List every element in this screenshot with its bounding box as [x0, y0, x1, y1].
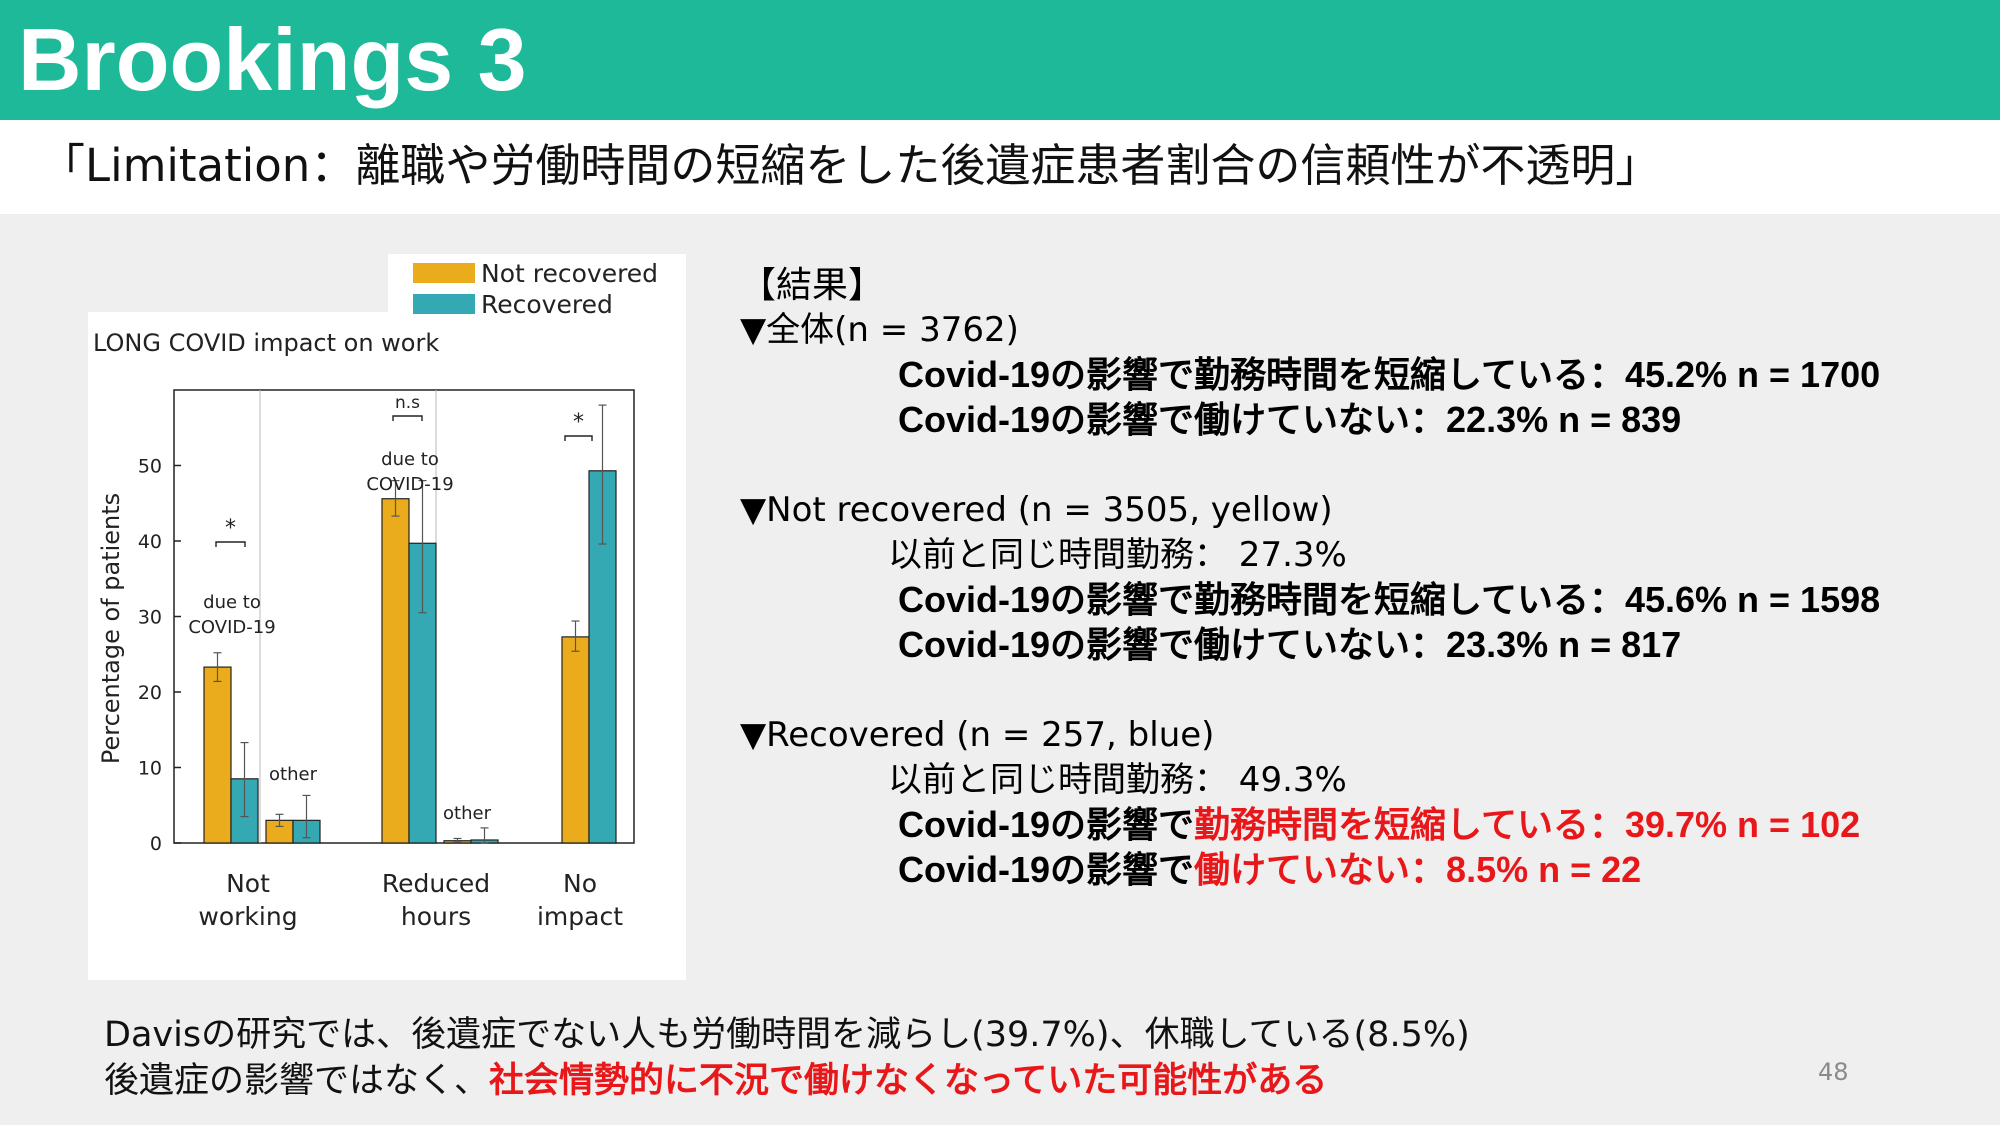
legend-swatch-not-recovered — [413, 263, 475, 283]
not-recovered-not-working: Covid-19の影響で働けていない：23.3% n = 817 — [898, 624, 1682, 665]
overall-not-working: Covid-19の影響で働けていない：22.3% n = 839 — [898, 399, 1682, 440]
recovered-not-working-highlight: 働けていない：8.5% n = 22 — [1194, 849, 1642, 890]
overall-label: ▼全体(n = 3762) — [740, 310, 1019, 350]
x-category-label: impact — [537, 902, 623, 931]
significance-label: * — [573, 410, 584, 435]
y-tick-label: 20 — [138, 682, 162, 704]
not-recovered-label: ▼Not recovered (n = 3505, yellow) — [740, 488, 1333, 532]
significance-label: * — [225, 516, 236, 541]
x-category-label: Not — [226, 869, 270, 898]
legend-label-recovered: Recovered — [481, 289, 613, 319]
results-heading: 【結果】 — [740, 265, 885, 306]
recovered-label: ▼Recovered (n = 257, blue) — [740, 713, 1214, 757]
recovered-reduced-prefix: Covid-19の影響で — [898, 804, 1195, 845]
chart-title: LONG COVID impact on work — [93, 329, 439, 357]
y-tick-label: 30 — [138, 607, 162, 629]
x-category-label: working — [198, 902, 297, 931]
bar — [203, 666, 232, 844]
content-panel: LONG COVID impact on work 0 10 20 30 40 50 Perc… — [0, 214, 2000, 1125]
recovered-label-main: ▼Recovered — [740, 715, 946, 755]
bar — [408, 542, 437, 844]
y-tick-label: 10 — [138, 758, 162, 780]
conclusion-line-2-highlight: 社会情勢的に不況で働けなくなっていた可能性がある — [489, 1061, 1328, 1101]
legend-label-not-recovered: Not recovered — [481, 258, 659, 288]
bar-group-sublabel: other — [269, 764, 318, 785]
bar-group-sublabel: COVID-19 — [188, 617, 275, 638]
x-category-label: No — [563, 869, 597, 898]
significance-bracket — [392, 415, 423, 421]
slide-header: Brookings 3 — [0, 0, 2000, 120]
conclusion: Davisの研究では、後遺症でない人も労働時間を減らし(39.7%)、休職してい… — [104, 1012, 1470, 1104]
y-axis-label: Percentage of patients — [97, 493, 125, 764]
legend-item-recovered: Recovered — [413, 289, 613, 319]
overall-reduced-hours: Covid-19の影響で勤務時間を短縮している：45.2% n = 1700 — [898, 354, 1881, 395]
conclusion-line-1: Davisの研究では、後遺症でない人も労働時間を減らし(39.7%)、休職してい… — [104, 1015, 1470, 1055]
bar-group-sublabel: other — [443, 803, 492, 824]
bar-group-sublabel: due to — [203, 592, 261, 613]
chart-legend: Not recovered Recovered — [388, 254, 686, 328]
not-recovered-reduced-hours: Covid-19の影響で勤務時間を短縮している：45.6% n = 1598 — [898, 579, 1881, 620]
legend-swatch-recovered — [413, 294, 475, 314]
recovered-same-hours: 以前と同じ時間勤務： 49.3% — [888, 760, 1347, 800]
legend-item-not-recovered: Not recovered — [413, 258, 658, 288]
recovered-reduced-hours: Covid-19の影響で勤務時間を短縮している：39.7% n = 102 — [898, 803, 1860, 847]
bar-group-sublabel: COVID-19 — [366, 474, 453, 495]
not-recovered-label-detail: (n = 3505, yellow) — [1006, 490, 1333, 530]
bar — [381, 498, 410, 844]
recovered-not-working: Covid-19の影響で働けていない：8.5% n = 22 — [898, 848, 1641, 892]
x-category-label: hours — [401, 902, 471, 931]
slide-title: Brookings 3 — [18, 10, 527, 109]
y-tick-label: 50 — [138, 456, 162, 478]
bar — [561, 636, 590, 844]
page-number: 48 — [1818, 1058, 1849, 1086]
conclusion-line-2: 後遺症の影響ではなく、社会情勢的に不況で働けなくなっていた可能性がある — [104, 1058, 1470, 1104]
conclusion-line-2-prefix: 後遺症の影響ではなく、 — [104, 1061, 490, 1101]
bar-chart: LONG COVID impact on work 0 10 20 30 40 50 Perc… — [93, 329, 635, 931]
bar-group-sublabel: due to — [381, 449, 439, 470]
y-tick-label: 0 — [150, 833, 162, 855]
significance-bracket — [564, 435, 593, 441]
slide-subtitle: 「Limitation：離職や労働時間の短縮をした後遺症患者割合の信頼性が不透明… — [40, 139, 1661, 192]
x-category-label: Reduced — [382, 869, 490, 898]
recovered-label-detail: (n = 257, blue) — [945, 715, 1215, 755]
not-recovered-label-main: ▼Not recovered — [740, 490, 1007, 530]
chart-card: LONG COVID impact on work 0 10 20 30 40 50 Perc… — [88, 312, 686, 980]
y-tick-label: 40 — [138, 531, 162, 553]
recovered-not-working-prefix: Covid-19の影響で — [898, 849, 1195, 890]
recovered-reduced-highlight: 勤務時間を短縮している：39.7% n = 102 — [1194, 804, 1861, 845]
significance-bracket — [215, 541, 246, 547]
significance-label: n.s — [395, 393, 420, 413]
not-recovered-same-hours: 以前と同じ時間勤務： 27.3% — [888, 535, 1347, 575]
